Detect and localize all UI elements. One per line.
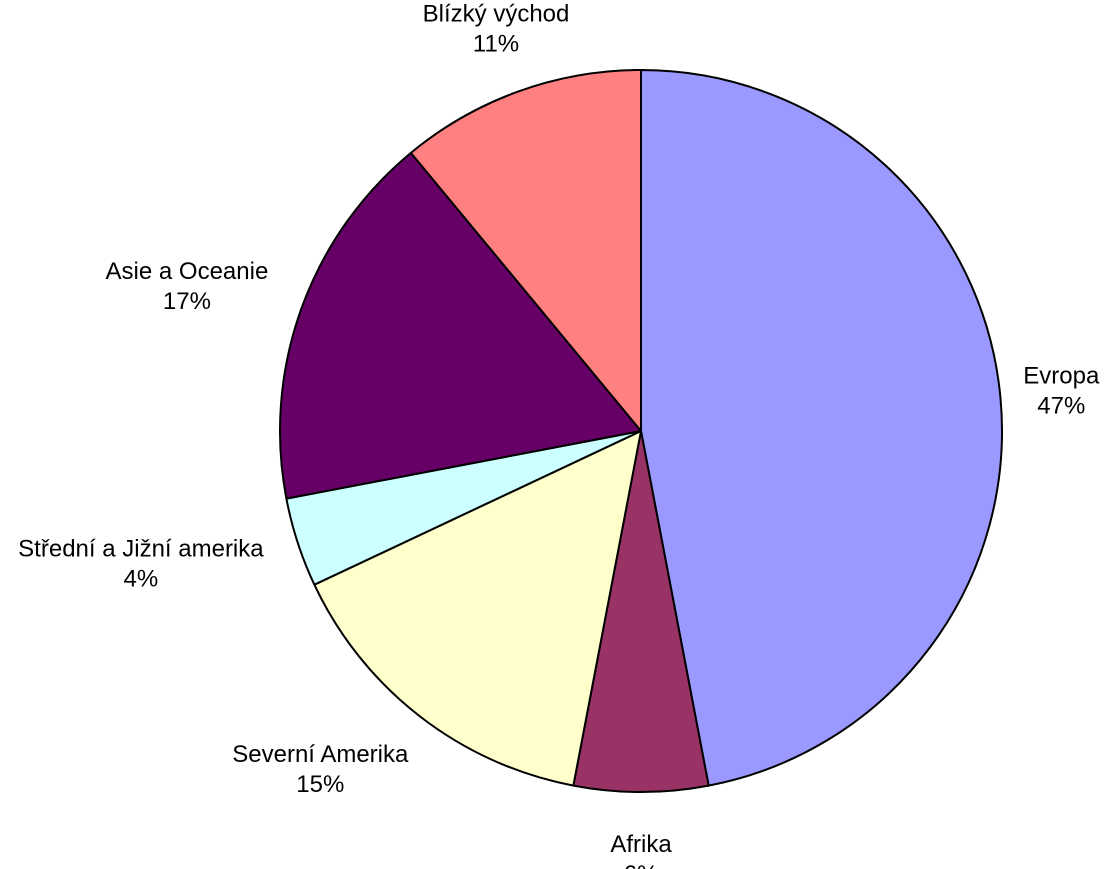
pie-label-name: Severní Amerika (232, 741, 409, 768)
pie-label-name: Blízký východ (423, 0, 570, 27)
pie-label-name: Střední a Jižní amerika (18, 535, 264, 562)
pie-label-name: Asie a Oceanie (106, 258, 269, 285)
pie-label-percent: 17% (163, 288, 211, 315)
pie-slice-asie-a-oceanie (279, 151, 642, 500)
pie-slice-afrika (572, 430, 710, 793)
pie-label-percent: 11% (473, 30, 519, 57)
pie-label-percent: 47% (1037, 393, 1085, 420)
pie-label-percent: 15% (296, 771, 344, 798)
pie-slice-evropa (640, 69, 1003, 787)
pie-label-afrika: Afrika 6% (610, 831, 672, 869)
pie-labels: Evropa 47% Afrika 6% Severní Amerika 15% Střed… (18, 0, 1100, 869)
pie-slice-severni-amerika (313, 430, 642, 787)
pie-label-name: Afrika (610, 831, 672, 858)
pie-label-severni-amerika: Severní Amerika 15% (232, 741, 409, 798)
pie-label-percent: 4% (124, 565, 159, 592)
pie-label-blizky-vychod: Blízký východ 11% (423, 0, 570, 57)
pie-label-name: Evropa (1023, 363, 1100, 390)
pie-label-stredni-a-jizni-amerika: Střední a Jižní amerika 4% (18, 535, 264, 592)
pie-label-asie-a-oceanie: Asie a Oceanie 17% (106, 258, 269, 315)
pie-label-percent: 6% (624, 861, 659, 869)
pie-label-evropa: Evropa 47% (1023, 363, 1100, 420)
pie-slices (279, 69, 1003, 793)
pie-slice-blizky-vychod (409, 69, 642, 432)
